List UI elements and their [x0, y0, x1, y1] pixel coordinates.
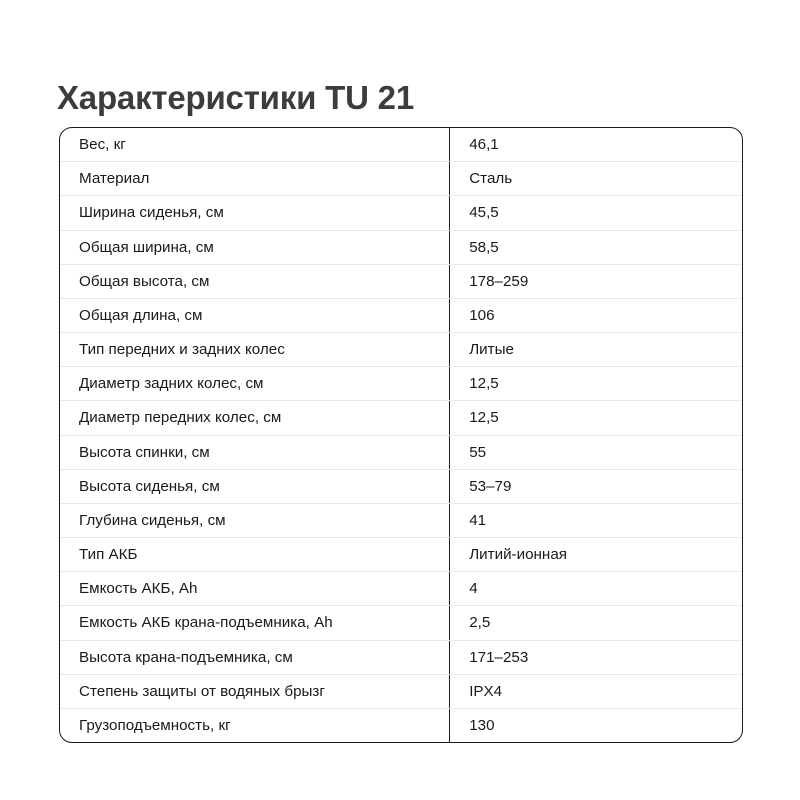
table-row: Тип АКБ Литий-ионная [60, 538, 742, 573]
spec-value: 4 [469, 580, 478, 598]
spec-label: Общая высота, см [79, 272, 210, 290]
spec-label: Тип АКБ [79, 546, 138, 564]
table-row: Диаметр задних колес, см 12,5 [60, 367, 742, 402]
column-divider [449, 708, 451, 742]
spec-value: 12,5 [469, 409, 499, 427]
spec-label: Высота сиденья, см [79, 477, 220, 495]
table-row: Ширина сиденья, см 45,5 [60, 196, 742, 231]
column-divider [449, 162, 451, 196]
specifications-table: Вес, кг 46,1 Материал Сталь Ширина сиденья, … [59, 127, 743, 743]
column-divider [449, 367, 451, 401]
spec-value: 41 [469, 511, 487, 529]
table-row: Общая высота, см 178–259 [60, 264, 742, 299]
spec-label: Материал [79, 170, 150, 188]
spec-value: 55 [469, 443, 487, 461]
spec-label: Тип передних и задних колес [79, 341, 285, 359]
column-divider [449, 128, 451, 162]
table-row: Вес, кг 46,1 [60, 128, 742, 163]
column-divider [449, 469, 451, 503]
column-divider [449, 333, 451, 367]
spec-value: 45,5 [469, 204, 499, 222]
spec-label: Емкость АКБ крана-подъемника, Ah [79, 614, 333, 632]
table-row: Грузоподъемность, кг 130 [60, 708, 742, 742]
column-divider [449, 606, 451, 640]
spec-value: 12,5 [469, 375, 499, 393]
spec-label: Диаметр передних колес, см [79, 409, 282, 427]
spec-value: 171–253 [469, 648, 529, 666]
spec-label: Ширина сиденья, см [79, 204, 224, 222]
specifications-table-body: Вес, кг 46,1 Материал Сталь Ширина сиденья, … [60, 128, 742, 742]
spec-label: Грузоподъемность, кг [79, 717, 231, 734]
column-divider [449, 298, 451, 333]
spec-value: 178–259 [469, 272, 529, 290]
column-divider [449, 538, 451, 572]
table-row: Тип передних и задних колес Литые [60, 333, 742, 368]
spec-label: Высота спинки, см [79, 443, 210, 461]
column-divider [449, 196, 451, 230]
spec-label: Глубина сиденья, см [79, 511, 226, 529]
column-divider [449, 674, 451, 708]
column-divider [449, 435, 451, 469]
spec-value: Литий-ионная [469, 546, 567, 564]
table-row: Диаметр передних колес, см 12,5 [60, 401, 742, 436]
spec-value: 2,5 [469, 614, 491, 632]
table-row: Общая ширина, см 58,5 [60, 230, 742, 265]
column-divider [449, 572, 451, 606]
table-row: Емкость АКБ, Ah 4 [60, 572, 742, 607]
spec-value: IPX4 [469, 682, 503, 700]
spec-label: Высота крана-подъемника, см [79, 648, 293, 666]
spec-label: Степень защиты от водяных брызг [79, 682, 325, 700]
spec-value: 46,1 [469, 136, 499, 154]
table-row: Высота спинки, см 55 [60, 435, 742, 470]
spec-value: 58,5 [469, 238, 499, 256]
spec-label: Емкость АКБ, Ah [79, 580, 198, 598]
spec-value: Сталь [469, 170, 513, 188]
table-row: Материал Сталь [60, 162, 742, 197]
column-divider [449, 640, 451, 674]
spec-label: Общая длина, см [79, 306, 203, 324]
spec-label: Общая ширина, см [79, 238, 214, 256]
page-title: Характеристики TU 21 [57, 79, 414, 117]
column-divider [449, 503, 451, 538]
spec-label: Вес, кг [79, 136, 126, 154]
table-row: Глубина сиденья, см 41 [60, 503, 742, 539]
spec-value: 130 [469, 717, 495, 734]
spec-label: Диаметр задних колес, см [79, 375, 264, 393]
column-divider [449, 230, 451, 264]
spec-value: Литые [469, 341, 514, 359]
table-row: Степень защиты от водяных брызг IPX4 [60, 674, 742, 709]
spec-value: 106 [469, 306, 495, 324]
column-divider [449, 264, 451, 298]
table-row: Высота сиденья, см 53–79 [60, 469, 742, 504]
table-row: Емкость АКБ крана-подъемника, Ah 2,5 [60, 606, 742, 641]
table-row: Высота крана-подъемника, см 171–253 [60, 640, 742, 675]
spec-value: 53–79 [469, 477, 512, 495]
column-divider [449, 401, 451, 435]
table-row: Общая длина, см 106 [60, 298, 742, 334]
